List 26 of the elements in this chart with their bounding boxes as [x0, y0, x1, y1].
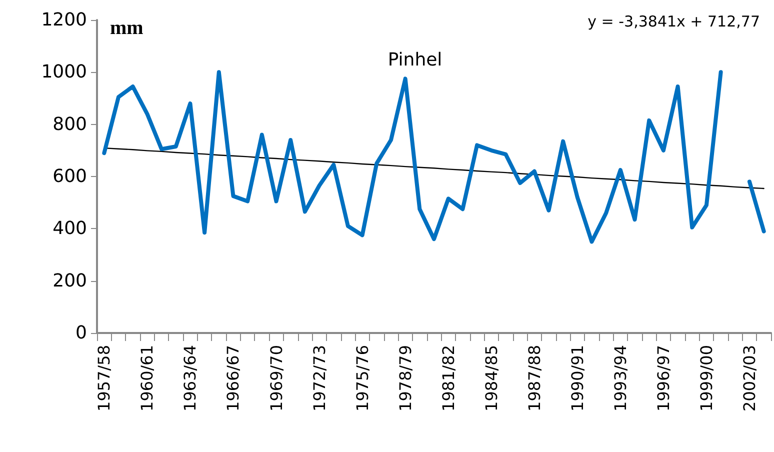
x-tick-label: 1978/79 — [396, 345, 415, 412]
x-tick-label: 1972/73 — [310, 345, 329, 412]
x-tick-label: 1996/97 — [654, 345, 673, 412]
x-tick-label: 1957/58 — [94, 345, 114, 412]
x-tick-label: 1999/00 — [696, 345, 716, 412]
y-tick-label: 400 — [52, 218, 87, 240]
x-tick-label: 1966/67 — [224, 345, 243, 412]
x-tick-label: 1975/76 — [352, 345, 372, 412]
text: Pinhel — [388, 50, 442, 70]
x-tick-label: 1993/94 — [610, 345, 630, 412]
y-tick-label: 1200 — [41, 10, 87, 30]
y-axis-title: mm — [110, 17, 144, 39]
x-tick-label: 1984/85 — [482, 345, 501, 412]
y-tick-label: 800 — [52, 114, 87, 135]
y-tick-label: 600 — [52, 166, 87, 187]
y-tick-label: 1000 — [41, 62, 87, 83]
x-tick-label: 1960/61 — [138, 345, 157, 412]
x-tick-label: 1990/91 — [568, 345, 587, 412]
x-tick-label: 2002/03 — [740, 345, 759, 412]
x-tick-label: 1981/82 — [438, 345, 458, 412]
y-tick-label: 0 — [76, 322, 87, 344]
x-tick-label: 1969/70 — [266, 345, 286, 412]
annotation: y = -3,3841x + 712,77 — [588, 12, 760, 30]
y-tick-label: 200 — [52, 270, 87, 292]
x-tick-label: 1963/64 — [180, 345, 200, 412]
x-tick-label: 1987/88 — [524, 345, 544, 412]
